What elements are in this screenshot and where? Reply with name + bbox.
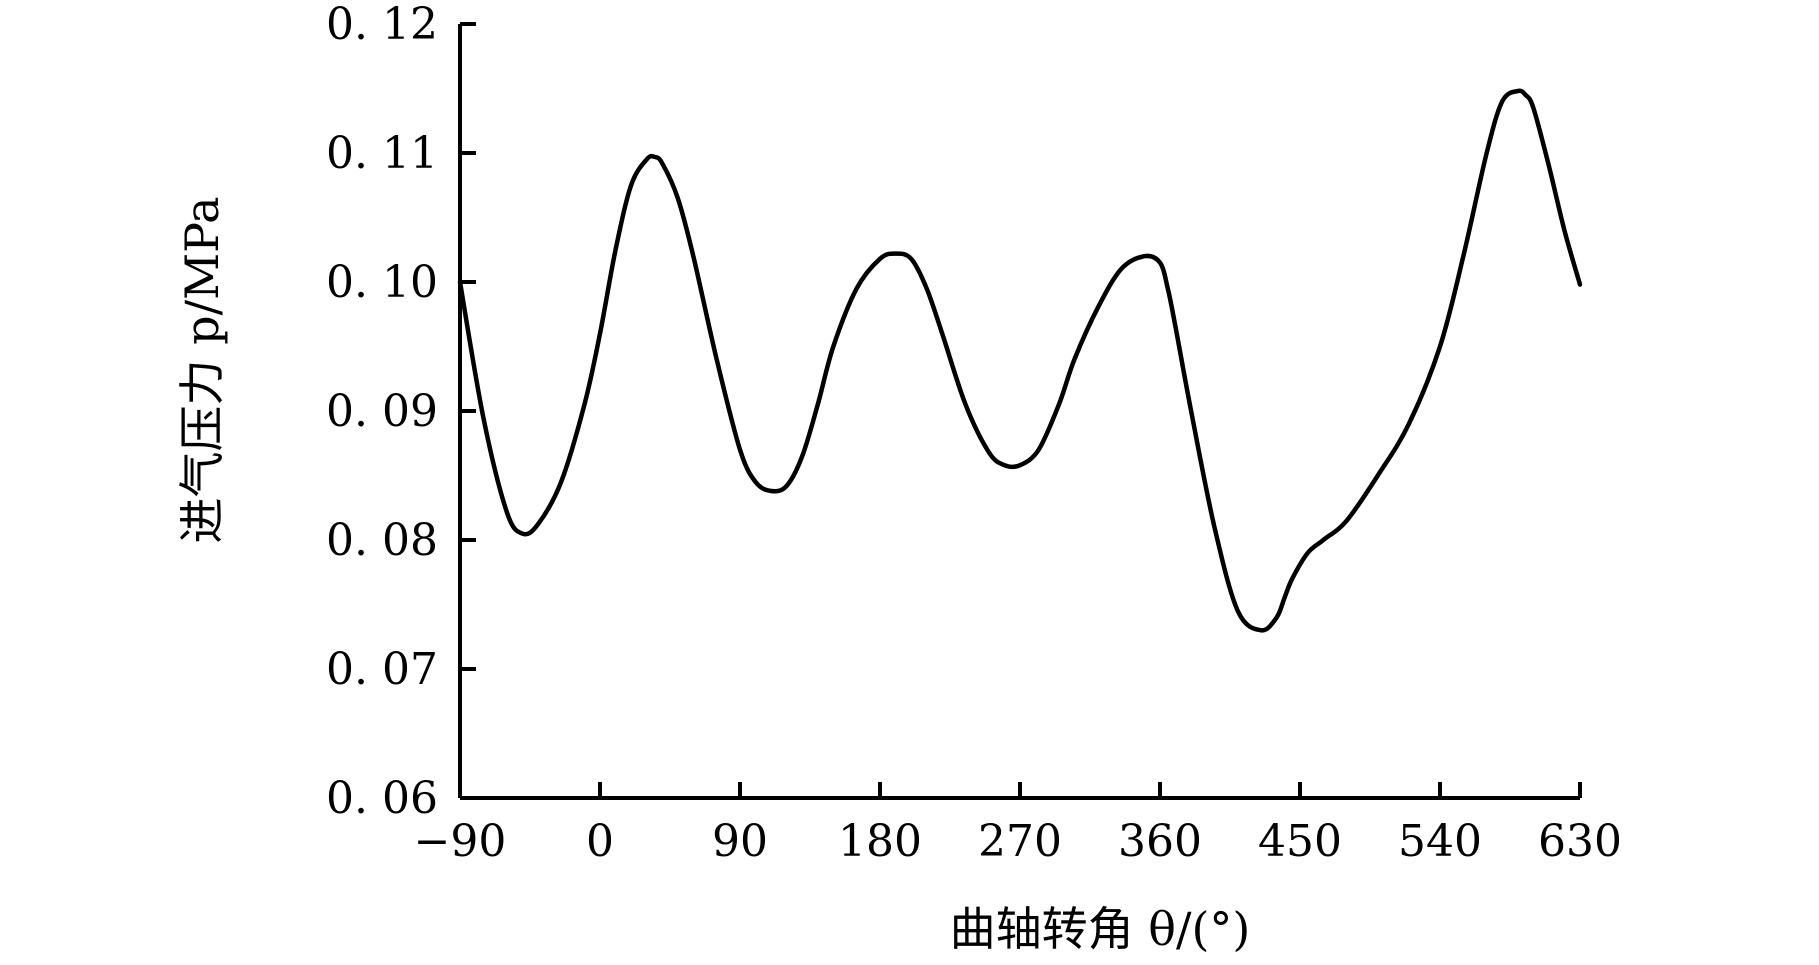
y-axis-title: 进气压力 p/MPa xyxy=(175,197,229,544)
y-tick-label: 0. 12 xyxy=(326,0,438,50)
y-tick-label: 0. 10 xyxy=(326,257,438,308)
y-tick-label: 0. 09 xyxy=(326,386,438,437)
y-tick-label: 0. 08 xyxy=(326,515,438,566)
ticks: 0. 06 0. 07 0. 08 0. 09 0. 10 0. 11 0. 12 −90 0 9… xyxy=(326,0,1622,867)
x-tick-label: 180 xyxy=(838,816,922,867)
series-layer xyxy=(457,88,1583,633)
x-tick-label: 450 xyxy=(1258,816,1342,867)
series-line-0 xyxy=(457,88,1583,633)
y-tick-label: 0. 06 xyxy=(326,773,438,824)
x-tick-label: 270 xyxy=(978,816,1062,867)
x-tick-label: 360 xyxy=(1118,816,1202,867)
x-tick-label: 90 xyxy=(712,816,768,867)
x-tick-label: 630 xyxy=(1538,816,1622,867)
labels: 曲轴转角 θ/(°) 进气压力 p/MPa xyxy=(175,197,1250,956)
x-tick-label: −90 xyxy=(414,816,507,867)
axes xyxy=(458,24,1580,800)
x-tick-label: 0 xyxy=(586,816,614,867)
y-tick-label: 0. 07 xyxy=(326,644,438,695)
x-tick-label: 540 xyxy=(1398,816,1482,867)
x-axis-title: 曲轴转角 θ/(°) xyxy=(950,902,1251,956)
y-tick-label: 0. 11 xyxy=(326,128,438,179)
